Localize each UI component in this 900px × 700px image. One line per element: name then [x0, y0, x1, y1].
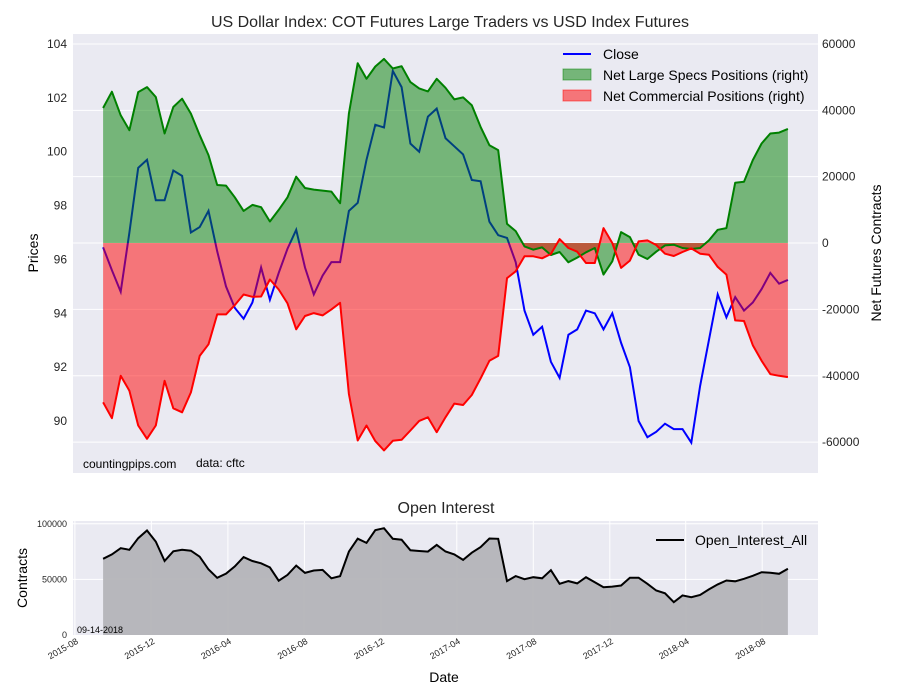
right-y-tick-label: 20000 [822, 170, 856, 184]
oi-y-tick-label: 50000 [42, 574, 67, 584]
legend-open-interest-label: Open_Interest_All [695, 532, 807, 548]
open-interest-area [103, 528, 788, 635]
watermark-countingpips: countingpips.com [83, 457, 176, 471]
right-y-tick-label: 40000 [822, 103, 856, 117]
oi-y-tick-label: 100000 [37, 519, 67, 529]
left-y-tick-label: 102 [47, 91, 67, 105]
open-interest-line [102, 527, 789, 604]
oi-y-tick-label: 0 [62, 630, 67, 640]
net-commercial-line [102, 227, 789, 452]
right-y-axis-label: Net Futures Contracts [868, 185, 884, 322]
left-y-tick-label: 104 [47, 37, 67, 51]
right-y-tick-label: 0 [822, 236, 829, 250]
x-tick-label: 2016-08 [276, 636, 310, 661]
x-tick-label: 2017-12 [581, 636, 615, 661]
legend-commercial-label: Net Commercial Positions (right) [603, 88, 805, 104]
open-interest-title: Open Interest [398, 500, 496, 517]
net-large-specs-line [102, 57, 789, 276]
left-y-tick-label: 100 [47, 145, 67, 159]
report-date-label: 09-14-2018 [77, 625, 123, 635]
right-y-tick-label: -20000 [822, 302, 860, 316]
left-y-tick-label: 98 [54, 199, 68, 213]
legend-commercial-swatch [562, 89, 592, 102]
x-axis-label: Date [429, 669, 459, 685]
legend-large-specs-label: Net Large Specs Positions (right) [603, 67, 808, 83]
x-tick-label: 2018-08 [734, 636, 768, 661]
left-y-tick-label: 90 [54, 414, 68, 428]
legend-close-label: Close [603, 46, 639, 62]
left-y-tick-label: 94 [54, 306, 68, 320]
data-source-label: data: cftc [196, 456, 245, 470]
right-y-tick-label: -60000 [822, 435, 860, 449]
x-tick-label: 2016-04 [199, 636, 233, 661]
legend-large-specs-swatch [562, 68, 592, 81]
left-y-tick-label: 96 [54, 252, 68, 266]
main-chart-title: US Dollar Index: COT Futures Large Trade… [211, 14, 689, 31]
x-tick-label: 2017-08 [505, 636, 539, 661]
right-y-tick-label: -40000 [822, 369, 860, 383]
left-y-tick-label: 92 [54, 360, 68, 374]
x-tick-label: 2017-04 [428, 636, 462, 661]
oi-y-axis-label: Contracts [14, 548, 30, 608]
x-tick-label: 2016-12 [352, 636, 386, 661]
x-tick-label: 2015-12 [123, 636, 157, 661]
left-y-axis-label: Prices [25, 234, 41, 273]
right-y-tick-label: 60000 [822, 37, 856, 51]
x-tick-label: 2018-04 [657, 636, 691, 661]
net-large-specs-area [103, 58, 788, 275]
